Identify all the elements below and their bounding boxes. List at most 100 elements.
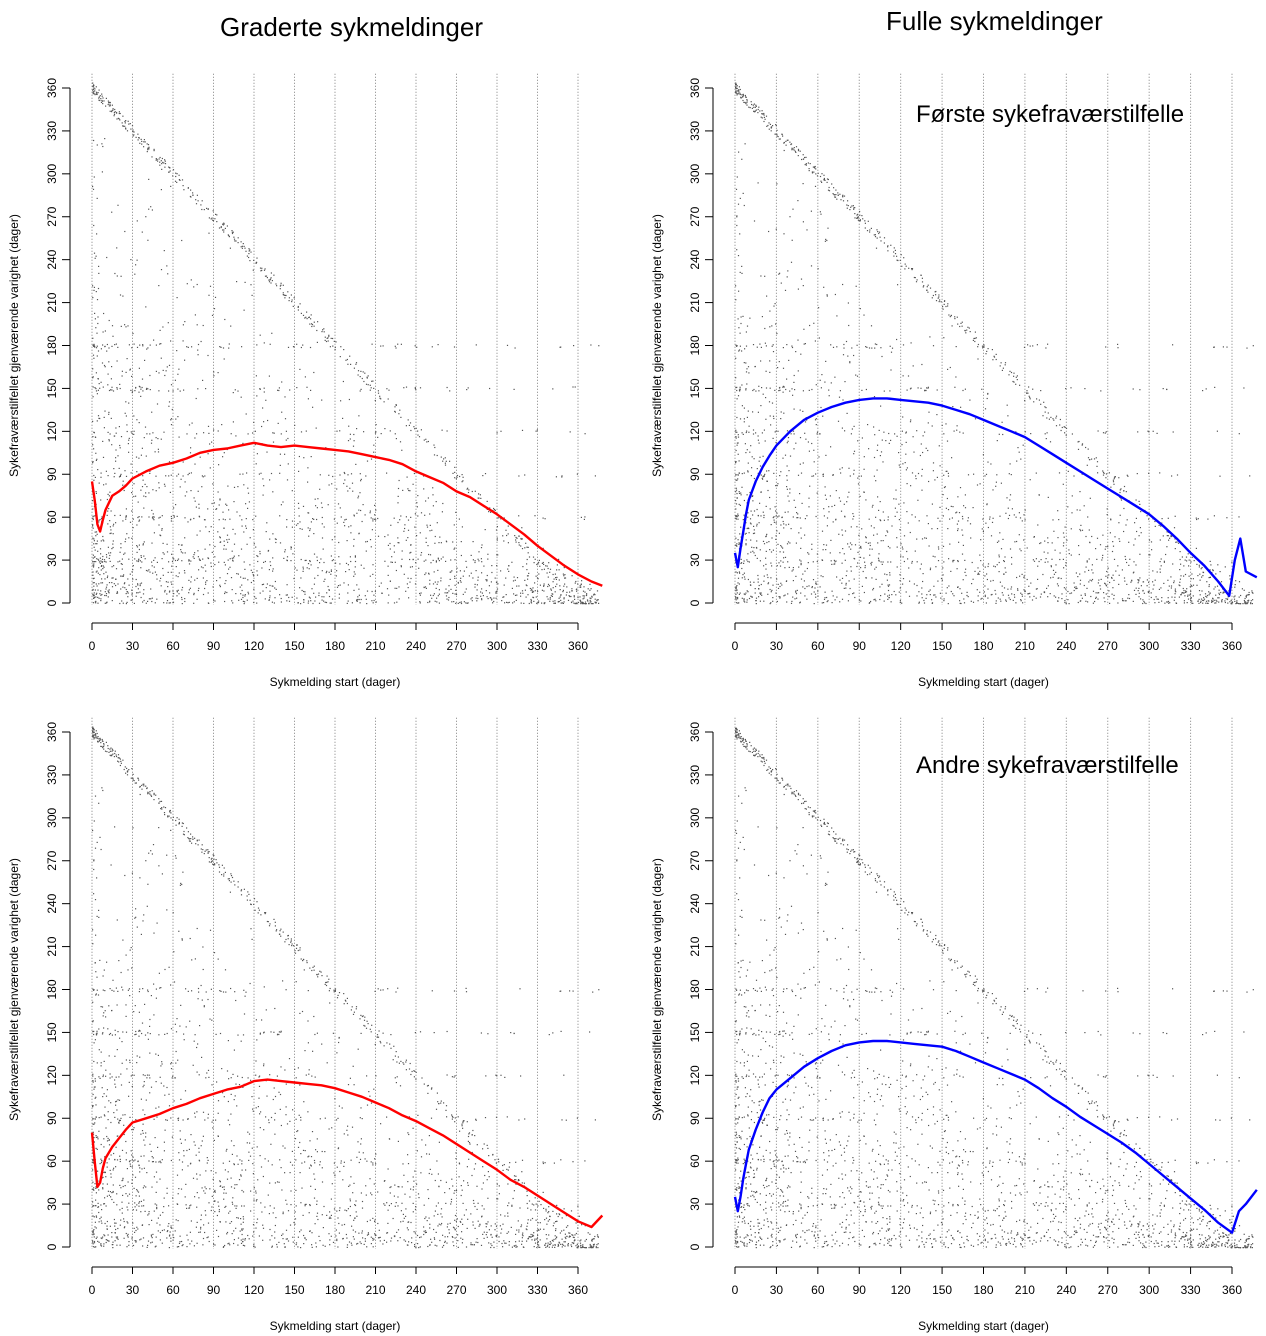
scatter-point xyxy=(98,272,100,274)
scatter-point xyxy=(321,506,323,509)
scatter-point xyxy=(479,494,481,496)
scatter-point xyxy=(275,538,277,540)
scatter-point xyxy=(921,593,923,595)
scatter-point xyxy=(261,267,263,269)
scatter-point xyxy=(1175,591,1177,593)
scatter-point xyxy=(164,591,166,593)
scatter-point xyxy=(253,601,255,604)
scatter-point xyxy=(1236,600,1238,602)
scatter-point xyxy=(1084,594,1086,596)
scatter-point xyxy=(93,597,95,599)
scatter-point xyxy=(815,168,817,170)
scatter-point xyxy=(146,486,148,488)
scatter-point xyxy=(1233,598,1236,600)
scatter-point xyxy=(138,422,140,424)
scatter-point xyxy=(834,293,836,296)
scatter-point xyxy=(225,580,227,582)
scatter-point xyxy=(860,567,862,569)
scatter-point xyxy=(284,453,286,455)
scatter-point xyxy=(111,325,114,327)
scatter-point xyxy=(207,508,209,510)
scatter-point xyxy=(1096,465,1098,467)
scatter-point xyxy=(240,548,243,550)
scatter-point xyxy=(543,563,545,565)
scatter-point xyxy=(405,516,407,518)
scatter-point xyxy=(269,597,271,599)
scatter-point xyxy=(387,602,389,604)
scatter-point xyxy=(252,519,254,521)
scatter-point xyxy=(182,475,184,477)
scatter-point xyxy=(182,185,184,187)
scatter-point xyxy=(736,90,738,92)
scatter-point xyxy=(933,594,935,596)
scatter-points xyxy=(92,82,600,605)
scatter-point xyxy=(263,342,265,344)
scatter-point xyxy=(107,575,109,577)
scatter-point xyxy=(1016,576,1018,579)
scatter-point xyxy=(363,380,365,383)
scatter-point xyxy=(865,388,867,391)
scatter-point xyxy=(399,519,401,521)
scatter-point xyxy=(778,596,780,598)
scatter-point xyxy=(193,602,195,604)
scatter-point xyxy=(101,593,103,596)
scatter-point xyxy=(761,594,763,596)
scatter-point xyxy=(234,533,236,535)
scatter-point xyxy=(753,458,755,460)
scatter-point xyxy=(1199,579,1201,581)
scatter-point xyxy=(140,388,142,390)
scatter-point xyxy=(449,390,451,392)
scatter-point xyxy=(109,101,111,104)
scatter-point xyxy=(394,433,396,435)
scatter-point xyxy=(532,591,535,593)
scatter-point xyxy=(784,289,787,291)
scatter-point xyxy=(209,285,212,287)
scatter-point xyxy=(942,545,945,547)
scatter-point xyxy=(1120,499,1123,501)
scatter-point xyxy=(349,556,351,558)
scatter-point xyxy=(208,294,210,296)
scatter-point xyxy=(775,441,777,444)
scatter-point xyxy=(287,437,289,440)
scatter-point xyxy=(414,526,416,528)
scatter-point xyxy=(343,349,345,351)
scatter-point xyxy=(911,269,913,271)
scatter-point xyxy=(92,517,94,520)
scatter-point xyxy=(358,598,360,601)
scatter-point xyxy=(740,562,742,564)
scatter-point xyxy=(574,603,576,605)
scatter-point xyxy=(305,316,307,318)
scatter-point xyxy=(496,539,498,541)
scatter-point xyxy=(142,544,144,546)
scatter-point xyxy=(168,166,170,168)
scatter-point xyxy=(883,519,885,521)
scatter-point xyxy=(141,378,144,380)
scatter-point xyxy=(758,442,760,444)
scatter-point xyxy=(942,308,944,310)
scatter-point xyxy=(764,473,766,475)
scatter-point xyxy=(243,245,245,247)
scatter-point xyxy=(827,189,830,191)
scatter-point xyxy=(859,214,861,216)
scatter-point xyxy=(117,561,119,563)
scatter-point xyxy=(1222,592,1224,594)
scatter-point xyxy=(867,220,869,222)
scatter-point xyxy=(288,297,290,299)
scatter-point xyxy=(786,486,788,488)
scatter-point xyxy=(122,480,124,482)
scatter-point xyxy=(763,543,766,545)
scatter-point xyxy=(845,582,847,584)
scatter-point xyxy=(95,531,98,533)
scatter-point xyxy=(821,530,824,532)
scatter-point xyxy=(344,472,346,475)
scatter-point xyxy=(738,91,740,93)
scatter-point xyxy=(396,601,398,603)
scatter-point xyxy=(765,550,767,552)
scatter-point xyxy=(92,462,94,464)
scatter-point xyxy=(938,301,940,303)
scatter-point xyxy=(291,301,293,303)
scatter-point xyxy=(760,515,762,517)
scatter-point xyxy=(348,425,350,427)
scatter-point xyxy=(582,595,584,597)
scatter-point xyxy=(180,549,182,551)
